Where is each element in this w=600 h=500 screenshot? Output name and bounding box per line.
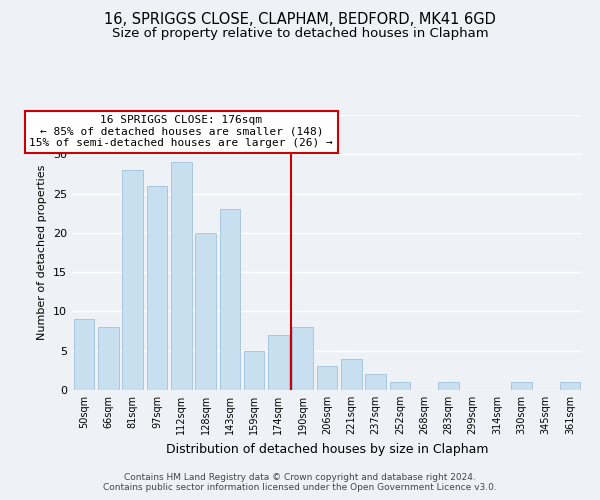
Bar xyxy=(195,233,216,390)
Bar xyxy=(74,320,94,390)
Bar xyxy=(220,210,240,390)
Text: Size of property relative to detached houses in Clapham: Size of property relative to detached ho… xyxy=(112,28,488,40)
Text: 16 SPRIGGS CLOSE: 176sqm
← 85% of detached houses are smaller (148)
15% of semi-: 16 SPRIGGS CLOSE: 176sqm ← 85% of detach… xyxy=(29,115,333,148)
Bar xyxy=(365,374,386,390)
Bar xyxy=(268,335,289,390)
Bar xyxy=(244,350,265,390)
Bar xyxy=(389,382,410,390)
Bar xyxy=(98,327,119,390)
Bar xyxy=(511,382,532,390)
Bar xyxy=(560,382,580,390)
Bar xyxy=(171,162,191,390)
X-axis label: Distribution of detached houses by size in Clapham: Distribution of detached houses by size … xyxy=(166,442,488,456)
Text: 16, SPRIGGS CLOSE, CLAPHAM, BEDFORD, MK41 6GD: 16, SPRIGGS CLOSE, CLAPHAM, BEDFORD, MK4… xyxy=(104,12,496,28)
Bar xyxy=(146,186,167,390)
Bar xyxy=(438,382,459,390)
Bar xyxy=(341,358,362,390)
Y-axis label: Number of detached properties: Number of detached properties xyxy=(37,165,47,340)
Bar xyxy=(292,327,313,390)
Bar xyxy=(317,366,337,390)
Text: Contains HM Land Registry data © Crown copyright and database right 2024.
Contai: Contains HM Land Registry data © Crown c… xyxy=(103,473,497,492)
Bar xyxy=(122,170,143,390)
